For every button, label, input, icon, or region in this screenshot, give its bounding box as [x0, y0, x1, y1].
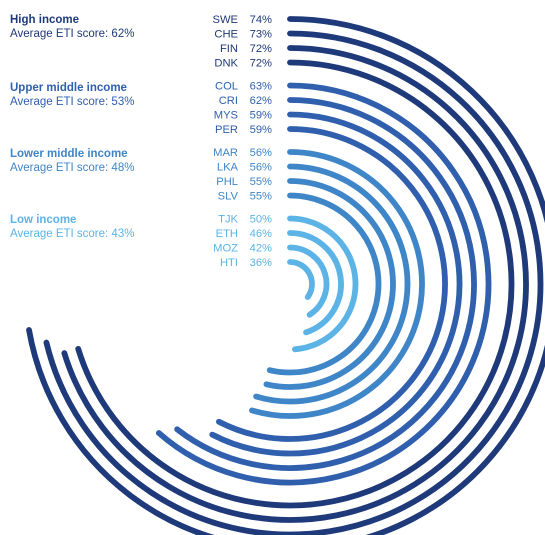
country-label-dnk: DNK: [214, 58, 238, 70]
country-label-fin: FIN: [220, 43, 238, 55]
bar-lka: [253, 163, 411, 405]
bar-slv: [266, 192, 382, 376]
country-label-hti: HTI: [220, 257, 238, 269]
bar-eth: [287, 230, 344, 336]
bar-col: [155, 82, 492, 486]
bar-moz: [287, 244, 330, 318]
country-label-tjk: TJK: [218, 214, 238, 226]
group-upper-middle-income: Upper middle income Average ETI score: 5…: [10, 81, 134, 109]
group-low-income: Low income Average ETI score: 43%: [10, 213, 134, 241]
country-label-che: CHE: [214, 29, 238, 41]
value-label-tjk: 50%: [250, 214, 272, 226]
bar-mys: [209, 111, 463, 457]
group-lower-middle-income: Lower middle income Average ETI score: 4…: [10, 147, 134, 175]
group-subtitle: Average ETI score: 48%: [10, 162, 135, 174]
bar-swe: [26, 16, 545, 535]
bar-cri: [174, 97, 477, 471]
value-label-col: 63%: [250, 81, 272, 93]
value-label-mar: 56%: [250, 147, 272, 159]
country-label-moz: MOZ: [213, 243, 238, 255]
country-label-mys: MYS: [214, 110, 238, 122]
value-label-per: 59%: [250, 124, 272, 136]
bar-tjk: [287, 215, 359, 353]
value-label-hti: 36%: [250, 257, 272, 269]
value-label-moz: 42%: [250, 243, 272, 255]
group-title: Low income: [10, 214, 77, 226]
value-label-che: 73%: [250, 29, 272, 41]
group-title: Lower middle income: [10, 148, 128, 160]
group-title: Upper middle income: [10, 82, 127, 94]
arcs-layer: [26, 16, 545, 535]
country-label-phl: PHL: [216, 176, 238, 188]
value-label-slv: 55%: [250, 191, 272, 203]
value-label-mys: 59%: [250, 110, 272, 122]
bar-dnk: [75, 59, 515, 509]
value-label-eth: 46%: [250, 228, 272, 240]
country-label-slv: SLV: [218, 191, 239, 203]
bar-che: [43, 30, 544, 535]
bar-mar: [249, 149, 425, 419]
value-label-lka: 56%: [250, 162, 272, 174]
country-label-per: PER: [215, 124, 238, 136]
group-title: High income: [10, 14, 80, 26]
bar-phl: [263, 178, 396, 390]
country-label-col: COL: [215, 81, 238, 93]
country-label-eth: ETH: [216, 228, 238, 240]
group-high-income: High income Average ETI score: 62%: [10, 13, 134, 41]
country-label-lka: LKA: [217, 162, 239, 174]
group-subtitle: Average ETI score: 62%: [10, 28, 135, 40]
bar-fin: [61, 45, 529, 523]
bar-per: [216, 126, 448, 442]
country-label-mar: MAR: [213, 147, 238, 159]
value-label-fin: 72%: [250, 43, 272, 55]
value-label-swe: 74%: [250, 14, 272, 26]
labels-layer: SWE 74% CHE 73% FIN 72% DNK 72% COL 63% CRI 62% MYS 5…: [213, 14, 273, 269]
value-label-phl: 55%: [250, 176, 272, 188]
group-subtitle: Average ETI score: 43%: [10, 228, 135, 240]
country-label-swe: SWE: [213, 14, 238, 26]
country-label-cri: CRI: [219, 95, 238, 107]
group-subtitle: Average ETI score: 53%: [10, 96, 135, 108]
bar-hti: [287, 259, 315, 300]
value-label-dnk: 72%: [250, 58, 272, 70]
value-label-cri: 62%: [250, 95, 272, 107]
